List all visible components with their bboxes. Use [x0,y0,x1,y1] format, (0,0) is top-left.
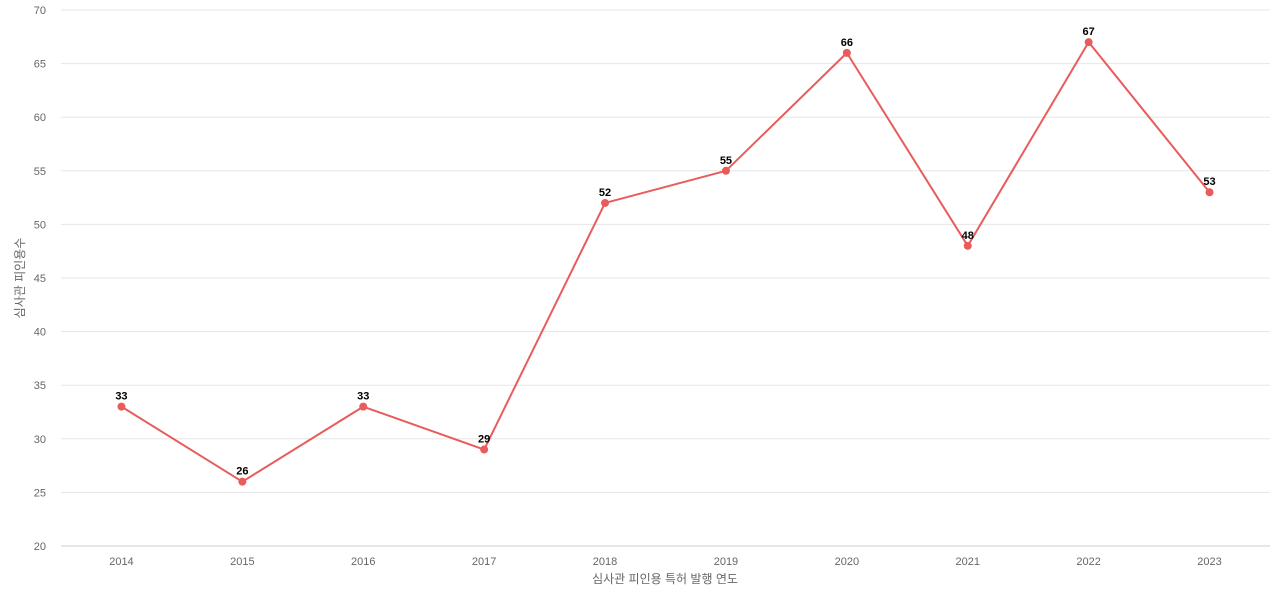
data-label: 52 [599,187,611,199]
data-point[interactable] [1084,38,1093,47]
x-tick-label: 2022 [1076,556,1100,568]
y-tick-label: 25 [34,487,46,499]
y-tick-label: 65 [34,59,46,71]
x-tick-label: 2019 [714,556,738,568]
y-tick-label: 30 [34,434,46,446]
y-tick-label: 40 [34,327,46,339]
data-point[interactable] [238,477,247,486]
y-tick-label: 45 [34,273,46,285]
data-label: 33 [115,391,127,403]
x-tick-label: 2017 [472,556,496,568]
y-axis-title: 심사관 피인용수 [13,238,27,319]
x-tick-label: 2018 [593,556,617,568]
y-tick-label: 50 [34,219,46,231]
data-label: 55 [720,155,732,167]
data-point[interactable] [480,445,489,454]
series-layer [117,38,1214,486]
y-tick-label: 55 [34,166,46,178]
y-tick-label: 60 [34,112,46,124]
y-tick-label: 20 [34,541,46,553]
data-label: 53 [1203,176,1215,188]
x-axis-title: 심사관 피인용 특허 발행 연도 [592,571,738,586]
data-point[interactable] [842,48,851,57]
data-label: 33 [357,391,369,403]
data-point[interactable] [359,402,368,411]
data-point[interactable] [601,198,610,207]
y-tick-label: 70 [34,5,46,17]
y-axis-ticks: 20 25 30 35 40 45 50 55 60 65 70 [34,5,46,553]
data-point[interactable] [117,402,126,411]
data-point[interactable] [721,166,730,175]
data-label: 29 [478,434,490,446]
x-tick-label: 2014 [109,556,133,568]
x-tick-label: 2016 [351,556,375,568]
data-point[interactable] [1205,188,1214,197]
data-point[interactable] [963,241,972,250]
x-tick-label: 2015 [230,556,254,568]
x-tick-label: 2023 [1197,556,1221,568]
x-axis-ticks: 2014 2015 2016 2017 2018 2019 2020 2021 2022 2023 [109,556,1222,568]
x-tick-label: 2021 [956,556,980,568]
data-label: 66 [841,37,853,49]
x-tick-label: 2020 [835,556,859,568]
data-label: 48 [962,230,974,242]
data-label: 67 [1083,26,1095,38]
data-label: 26 [236,466,248,478]
series-line [120,41,1211,483]
data-labels: 33 26 33 29 52 55 66 48 67 53 [115,26,1215,478]
y-tick-label: 35 [34,380,46,392]
grid-layer [61,9,1270,547]
